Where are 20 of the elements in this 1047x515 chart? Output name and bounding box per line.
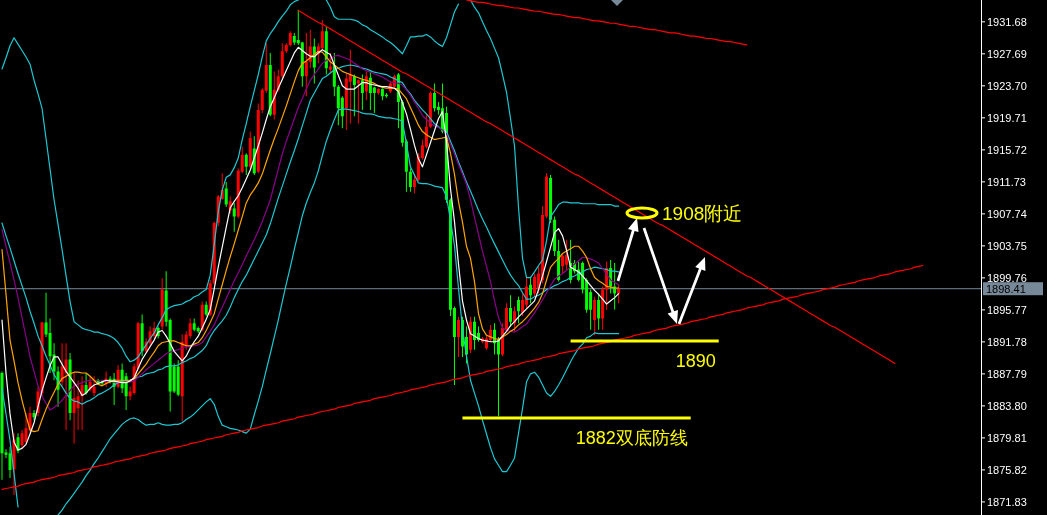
series-label: 1882双底防线: [575, 427, 688, 448]
y-tick-label: 1903.75: [987, 239, 1027, 252]
ref-line-label: 1898.41: [986, 282, 1026, 295]
y-tick-label: 1907.74: [987, 207, 1027, 220]
y-tick-label: 1911.73: [987, 175, 1026, 188]
y-tick-label: 1927.69: [987, 47, 1027, 60]
y-tick-label: 1919.71: [987, 111, 1027, 124]
y-tick-label: 1891.78: [987, 335, 1027, 348]
y-tick-label: 1895.77: [987, 303, 1027, 316]
y-tick-label: 1923.70: [987, 79, 1027, 92]
y-tick-label: 1931.68: [987, 15, 1027, 28]
y-tick-label: 1871.83: [987, 495, 1027, 508]
y-tick-label: 1887.79: [987, 367, 1027, 380]
y-tick-label: 1883.80: [987, 399, 1027, 412]
y-tick-label: 1879.81: [987, 431, 1027, 444]
annotation: 1908附近: [662, 203, 743, 224]
y-tick-label: 1875.82: [987, 463, 1027, 476]
series-label: 1890: [675, 350, 716, 371]
y-tick-label: 1915.72: [987, 143, 1027, 156]
y-tick-label: 1899.76: [987, 271, 1027, 284]
